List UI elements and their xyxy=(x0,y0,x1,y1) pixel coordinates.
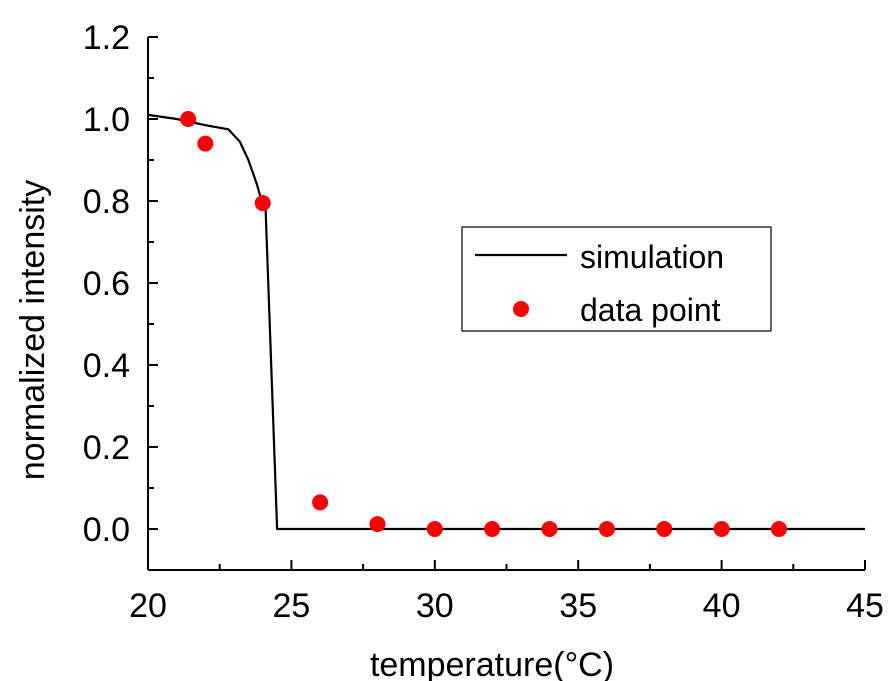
x-tick-label: 30 xyxy=(416,587,454,625)
data-point-marker xyxy=(656,521,673,537)
x-tick-label: 40 xyxy=(703,587,741,625)
legend-box xyxy=(461,226,772,332)
x-ticks: 20 25 30 35 40 45 xyxy=(129,560,884,625)
y-axis-title: normalized intensity xyxy=(14,180,52,480)
x-tick-label: 45 xyxy=(846,587,884,625)
data-point-marker xyxy=(541,521,558,537)
y-tick-label: 0.2 xyxy=(83,429,130,467)
data-point-marker xyxy=(180,111,197,127)
y-tick-label: 0.6 xyxy=(83,265,130,303)
plot-series xyxy=(147,111,865,537)
legend: simulation data point xyxy=(461,226,772,332)
data-point-marker xyxy=(369,516,386,533)
data-point-marker xyxy=(197,135,214,152)
data-point-marker xyxy=(770,521,787,537)
y-tick-label: 0.8 xyxy=(83,183,130,221)
legend-label-simulation: simulation xyxy=(580,239,724,275)
y-tick-label: 0.4 xyxy=(83,347,130,385)
y-tick-label: 1.0 xyxy=(83,101,130,139)
data-point-marker xyxy=(713,521,730,537)
y-tick-label: 1.2 xyxy=(83,19,130,57)
x-tick-label: 20 xyxy=(129,587,167,625)
y-ticks: 0.0 0.2 0.4 0.6 0.8 1.0 1.2 xyxy=(83,19,158,571)
data-point-marker xyxy=(254,195,271,212)
data-point-marker xyxy=(484,521,501,537)
data-point-marker xyxy=(312,494,329,511)
x-axis-title: temperature(°C) xyxy=(370,646,614,681)
x-tick-label: 35 xyxy=(559,587,597,625)
legend-marker-swatch xyxy=(513,301,529,317)
data-point-marker xyxy=(598,521,615,537)
data-point-marker xyxy=(426,521,443,537)
y-tick-label: 0.0 xyxy=(83,511,130,549)
legend-label-data-point: data point xyxy=(580,292,721,328)
x-tick-label: 25 xyxy=(272,587,310,625)
